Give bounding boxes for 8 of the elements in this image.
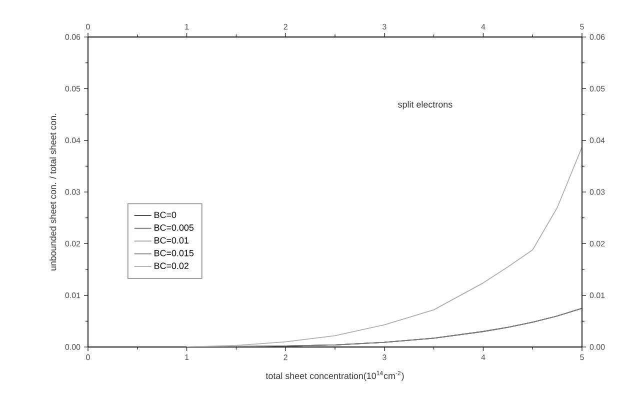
y-axis-title: unbounded sheet con. / total sheet con. — [50, 114, 56, 270]
legend-label: BC=0.015 — [154, 250, 194, 256]
legend-label: BC=0.02 — [154, 262, 188, 270]
x-axis-title: total sheet concentration(10$^{14}$cm$^{-2}$) — [266, 370, 404, 381]
annotation: split electrons — [398, 101, 452, 110]
legend-label: BC=0.01 — [154, 237, 188, 244]
legend-label: BC=0.005 — [154, 224, 194, 231]
legend-label: BC=0 — [154, 212, 176, 218]
